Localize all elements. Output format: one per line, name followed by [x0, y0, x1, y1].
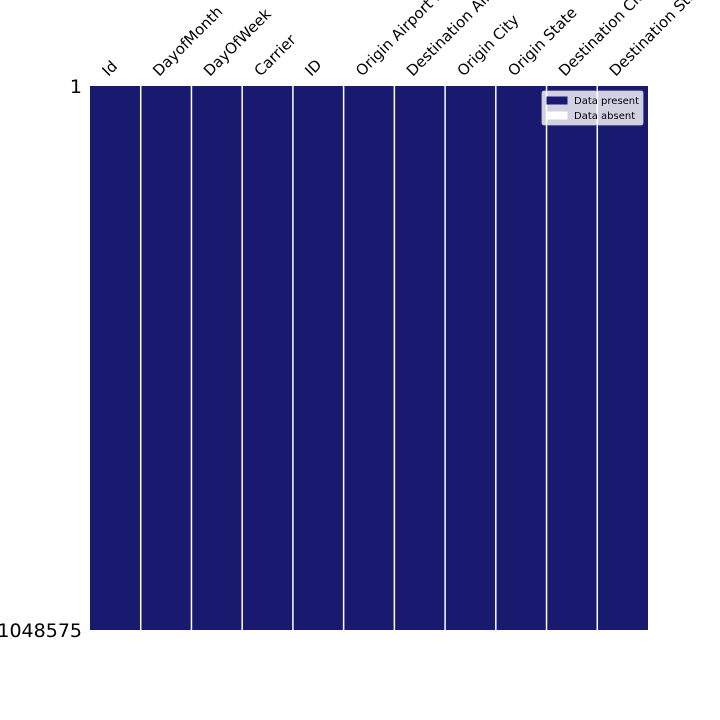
column-present-bar: [597, 86, 648, 630]
column-present-bar: [292, 86, 344, 630]
legend-label: Data absent: [574, 111, 635, 122]
column-present-bar: [445, 86, 496, 630]
column-label: ID: [301, 56, 325, 80]
column-label: Id: [98, 57, 121, 80]
column-present-bar: [495, 86, 547, 630]
column-present-bar: [191, 86, 243, 630]
legend: Data present Data absent: [541, 90, 644, 126]
column-present-bar: [90, 86, 141, 630]
legend-swatch: [546, 96, 568, 105]
legend-label: Data present: [574, 96, 639, 107]
row-tick-label: 1: [70, 76, 82, 98]
row-tick-label: 1048575: [0, 620, 82, 642]
column-present-bar: [242, 86, 293, 630]
legend-swatch: [546, 111, 568, 120]
column-present-bar: [546, 86, 598, 630]
column-present-bar: [394, 86, 446, 630]
column-label: Carrier: [251, 30, 301, 80]
column-present-bar: [140, 86, 192, 630]
column-separators: [139, 86, 599, 630]
column-present-bar: [343, 86, 395, 630]
row-tick-labels: 1 1048575: [0, 76, 82, 642]
matrix-cells: [90, 86, 648, 630]
